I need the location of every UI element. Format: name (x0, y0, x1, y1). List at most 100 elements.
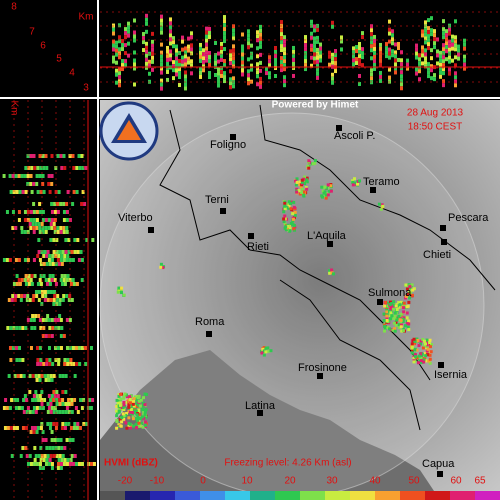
echo (132, 400, 136, 404)
echo (117, 398, 121, 402)
scale-label: 30 (326, 476, 338, 487)
profile-cell (59, 466, 63, 470)
profile-cell (169, 33, 172, 38)
profile-cell (181, 47, 184, 52)
profile-cell (280, 68, 283, 73)
profile-cell (259, 24, 262, 29)
profile-cell (421, 33, 424, 38)
echo (425, 341, 429, 345)
profile-cell (160, 14, 163, 19)
profile-cell (49, 398, 53, 402)
profile-cell (205, 30, 208, 35)
profile-cell (169, 41, 172, 46)
profile-cell (71, 346, 75, 350)
profile-cell (30, 166, 34, 170)
city-label: Viterbo (118, 212, 153, 224)
profile-cell (310, 43, 313, 48)
profile-cell (394, 70, 397, 75)
profile-cell (319, 58, 322, 63)
echo (127, 405, 131, 409)
echo (119, 397, 123, 401)
profile-cell (424, 40, 427, 45)
profile-cell (47, 394, 51, 398)
profile-cell (53, 230, 57, 234)
profile-cell (62, 226, 66, 230)
echo (405, 287, 409, 291)
profile-cell (166, 57, 169, 62)
echo (421, 346, 425, 350)
profile-cell (10, 398, 14, 402)
profile-cell (172, 44, 175, 49)
profile-cell (35, 174, 39, 178)
profile-cell (313, 44, 316, 49)
profile-cell (47, 406, 51, 410)
echo (303, 182, 307, 186)
profile-cell (187, 44, 190, 49)
profile-cell (17, 210, 21, 214)
echo (385, 314, 389, 318)
echo (413, 353, 417, 357)
echo (139, 398, 143, 402)
profile-cell (60, 254, 64, 258)
profile-cell (172, 40, 175, 45)
echo (267, 349, 271, 353)
profile-cell (68, 318, 72, 322)
echo (401, 327, 405, 331)
profile-cell (247, 29, 250, 34)
profile-cell (160, 66, 163, 71)
profile-cell (53, 406, 57, 410)
profile-cell (442, 19, 445, 24)
profile-cell (436, 61, 439, 66)
echo (261, 347, 265, 351)
profile-cell (83, 346, 87, 350)
profile-cell (45, 254, 49, 258)
profile-cell (463, 58, 466, 63)
echo (306, 164, 310, 168)
profile-cell (62, 278, 66, 282)
echo (125, 395, 129, 399)
profile-cell (184, 74, 187, 79)
profile-cell (34, 398, 38, 402)
profile-cell (44, 230, 48, 234)
profile-cell (15, 326, 19, 330)
profile-cell (60, 262, 64, 266)
profile-cell (457, 56, 460, 61)
profile-cell (49, 422, 53, 426)
echo (134, 409, 138, 413)
echo (293, 213, 297, 217)
profile-cell (379, 58, 382, 63)
city-dot (377, 299, 383, 305)
profile-cell (45, 282, 49, 286)
city-dot (370, 187, 376, 193)
profile-cell (12, 282, 16, 286)
echo (388, 317, 392, 321)
scale-label: 10 (241, 476, 253, 487)
echo (282, 220, 286, 224)
profile-cell (160, 78, 163, 83)
profile-cell (256, 54, 259, 59)
profile-cell (424, 32, 427, 37)
profile-cell (439, 66, 442, 71)
echo (405, 316, 409, 320)
echo (116, 401, 120, 405)
profile-cell (26, 294, 30, 298)
profile-cell (151, 51, 154, 56)
profile-cell (391, 33, 394, 38)
sea (100, 350, 440, 500)
profile-cell (400, 50, 403, 55)
echo (289, 207, 293, 211)
profile-cell (418, 69, 421, 74)
profile-cell (172, 68, 175, 73)
profile-cell (43, 250, 47, 254)
profile-cell (40, 222, 44, 226)
profile-cell (32, 226, 36, 230)
profile-cell (283, 59, 286, 64)
scale-swatch (300, 491, 325, 500)
profile-cell (457, 44, 460, 49)
echo (420, 359, 424, 363)
profile-level: 4 (69, 68, 75, 79)
profile-cell (118, 35, 121, 40)
profile-cell (60, 274, 64, 278)
echo (302, 193, 306, 197)
echo (428, 345, 432, 349)
